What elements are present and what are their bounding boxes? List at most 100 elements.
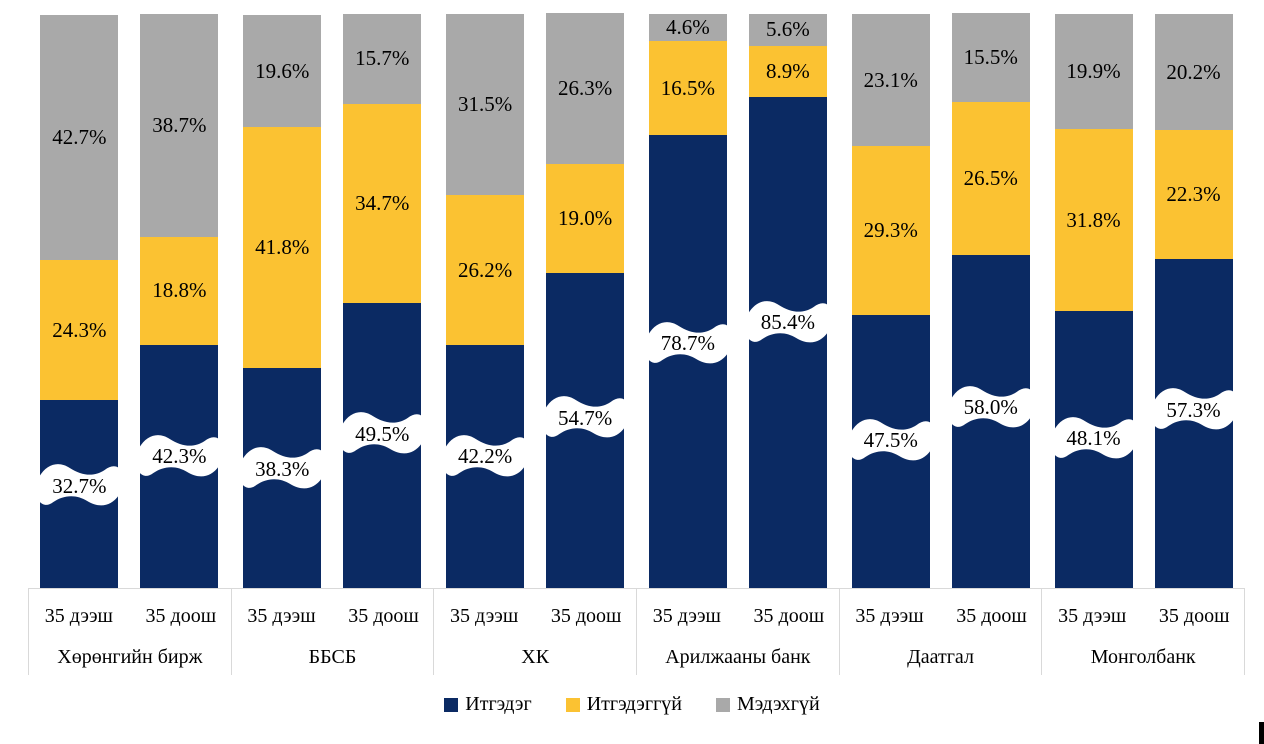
value-label: 15.5%	[963, 45, 1018, 70]
subcategory-row: 35 дээш 35 доош	[637, 595, 839, 637]
bar-group-1: 42.7% 24.3% 32.7% 38.7% 18.8% 42.3%	[28, 13, 231, 588]
wave-break-shape	[747, 300, 828, 343]
segment-dont-know: 15.7%	[343, 13, 422, 104]
segment-dont-know: 42.7%	[40, 14, 119, 261]
value-label: 47.5%	[863, 428, 918, 452]
segment-dont-know: 31.5%	[446, 13, 525, 195]
bar-3-1: 31.5% 26.2% 42.2%	[445, 13, 526, 588]
wave-break: 57.3%	[1153, 377, 1234, 443]
wave-break-shape	[850, 418, 931, 460]
wave-break: 32.7%	[39, 453, 120, 519]
legend-swatch-no-trust	[565, 697, 580, 712]
wave-break-shape	[1153, 388, 1234, 430]
value-label: 42.2%	[457, 444, 513, 469]
wave-break-shape	[39, 464, 120, 506]
segment-no-trust: 26.5%	[951, 102, 1030, 255]
segment-no-trust: 31.8%	[1054, 128, 1133, 312]
segment-dont-know: 5.6%	[748, 13, 827, 46]
legend-label: Итгэдэг	[465, 693, 532, 715]
legend-label: Мэдэхгүй	[737, 693, 820, 715]
wave-break-shape	[647, 321, 728, 364]
bar-group-4: 4.6% 16.5% 78.7% 5.6% 8.9% 85.4%	[636, 13, 839, 588]
segment-no-trust: 26.2%	[446, 194, 525, 346]
segment-dont-know: 20.2%	[1154, 14, 1233, 131]
segment-trust: 42.2%	[445, 345, 526, 588]
value-label: 26.5%	[963, 165, 1018, 190]
bar-group-6: 19.9% 31.8% 48.1% 20.2% 22.3% 57.3%	[1042, 13, 1245, 588]
segment-no-trust: 34.7%	[343, 103, 422, 304]
segment-dont-know: 19.6%	[243, 14, 322, 128]
group-label: Арилжааны банк	[665, 645, 811, 668]
bar-1-1: 42.7% 24.3% 32.7%	[39, 13, 120, 588]
segment-trust: 38.3%	[242, 367, 323, 588]
group-label: Монголбанк	[1090, 645, 1196, 668]
segment-trust: 42.3%	[139, 344, 220, 588]
value-label: 29.3%	[863, 218, 918, 243]
value-label: 49.5%	[355, 421, 410, 446]
value-label: 20.2%	[1166, 59, 1221, 84]
value-label: 42.3%	[152, 444, 207, 469]
wave-break: 78.7%	[647, 311, 728, 377]
plot-area: 42.7% 24.3% 32.7% 38.7% 18.8% 42.3% 19.6% 41.8%…	[28, 13, 1245, 588]
category-axis-table: 35 дээш 35 доош Хөрөнгийн бирж 35 дээш 35 до…	[28, 588, 1246, 675]
subcategory-label: 35 доош	[550, 604, 622, 627]
value-label: 26.2%	[457, 257, 513, 282]
value-label: 8.9%	[766, 58, 810, 83]
value-label: 34.7%	[355, 191, 410, 216]
segment-dont-know: 23.1%	[851, 13, 930, 147]
segment-no-trust: 18.8%	[140, 236, 219, 345]
group-label: ББСБ	[308, 645, 357, 668]
segment-dont-know: 26.3%	[546, 13, 625, 165]
bar-4-1: 4.6% 16.5% 78.7%	[647, 13, 728, 588]
wave-break: 58.0%	[950, 375, 1031, 441]
axis-cell-4: 35 дээш 35 доош Арилжааны банк	[636, 589, 839, 675]
segment-no-trust: 16.5%	[648, 40, 727, 136]
value-label: 48.1%	[1066, 426, 1121, 451]
segment-trust: 85.4%	[747, 96, 828, 588]
segment-no-trust: 24.3%	[40, 260, 119, 400]
bar-5-1: 23.1% 29.3% 47.5%	[850, 13, 931, 588]
group-label: ХК	[521, 645, 550, 668]
value-label: 5.6%	[766, 17, 810, 42]
value-label: 57.3%	[1166, 397, 1221, 422]
axis-cell-1: 35 дээш 35 доош Хөрөнгийн бирж	[28, 589, 231, 675]
bar-3-2: 26.3% 19.0% 54.7%	[545, 13, 626, 588]
bar-group-3: 31.5% 26.2% 42.2% 26.3% 19.0% 54.7%	[434, 13, 637, 588]
subcategory-label: 35 дээш	[247, 604, 316, 627]
axis-cell-2: 35 дээш 35 доош ББСБ	[230, 589, 434, 675]
subcategory-row: 35 дээш 35 доош	[840, 595, 1042, 637]
segment-trust: 47.5%	[850, 314, 931, 588]
value-label: 19.9%	[1066, 58, 1121, 83]
value-label: 23.1%	[863, 67, 918, 92]
legend-swatch-trust	[444, 697, 459, 712]
segment-dont-know: 38.7%	[140, 14, 219, 237]
wave-break: 42.2%	[445, 424, 526, 490]
bar-5-2: 15.5% 26.5% 58.0%	[950, 13, 1031, 588]
subcategory-label: 35 дээш	[652, 604, 721, 627]
bar-6-2: 20.2% 22.3% 57.3%	[1153, 13, 1234, 588]
legend-item-dont-know: Мэдэхгүй	[716, 693, 820, 716]
value-label: 4.6%	[666, 14, 710, 39]
wave-break: 38.3%	[242, 436, 323, 502]
segment-no-trust: 19.0%	[546, 164, 625, 274]
wave-break: 49.5%	[342, 401, 423, 467]
value-label: 19.0%	[557, 206, 613, 231]
bar-1-2: 38.7% 18.8% 42.3%	[139, 13, 220, 588]
wave-break-shape	[445, 435, 526, 477]
subcategory-label: 35 доош	[956, 604, 1027, 627]
value-label: 22.3%	[1166, 181, 1221, 206]
wave-break-shape	[545, 396, 626, 438]
bar-group-2: 19.6% 41.8% 38.3% 15.7% 34.7% 49.5%	[231, 13, 434, 588]
subcategory-row: 35 дээш 35 доош	[1042, 595, 1244, 637]
value-label: 19.6%	[255, 58, 310, 83]
value-label: 54.7%	[557, 405, 613, 430]
segment-trust: 58.0%	[950, 254, 1031, 588]
value-label: 42.7%	[52, 125, 107, 149]
axis-cell-3: 35 дээш 35 доош ХК	[433, 589, 636, 675]
value-label: 38.3%	[255, 456, 310, 481]
value-label: 16.5%	[660, 75, 716, 100]
value-label: 24.3%	[52, 317, 107, 342]
wave-break: 47.5%	[850, 408, 931, 474]
subcategory-label: 35 дээш	[450, 604, 519, 627]
bar-4-2: 5.6% 8.9% 85.4%	[747, 13, 828, 588]
